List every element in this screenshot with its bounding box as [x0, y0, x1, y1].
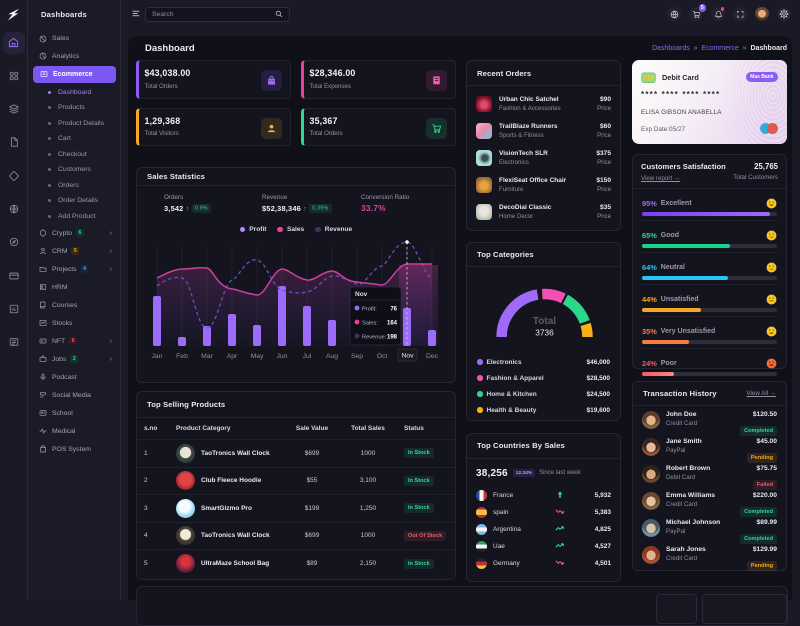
svg-text:Jan: Jan — [152, 353, 163, 360]
svg-text:Dec: Dec — [426, 353, 439, 360]
svg-text:Mar: Mar — [201, 353, 213, 360]
svg-text:Sales:: Sales: — [362, 320, 378, 326]
svg-text:Profit:: Profit: — [362, 306, 377, 312]
svg-text:3736: 3736 — [535, 328, 554, 338]
svg-text:76: 76 — [390, 306, 397, 312]
svg-text:May: May — [251, 353, 264, 360]
svg-text:Feb: Feb — [176, 353, 188, 360]
svg-text:Jul: Jul — [303, 353, 312, 360]
svg-text:Apr: Apr — [227, 353, 238, 360]
svg-text:Total: Total — [533, 316, 556, 327]
svg-text:Aug: Aug — [326, 353, 338, 360]
svg-text:Nov: Nov — [401, 352, 414, 359]
svg-text:Nov: Nov — [355, 291, 368, 298]
svg-text:164: 164 — [387, 320, 398, 326]
svg-text:198: 198 — [387, 334, 398, 340]
svg-text:Revenue:: Revenue: — [362, 334, 387, 340]
svg-text:Sep: Sep — [351, 353, 363, 360]
svg-text:Oct: Oct — [377, 353, 388, 360]
svg-text:Jun: Jun — [277, 353, 288, 360]
